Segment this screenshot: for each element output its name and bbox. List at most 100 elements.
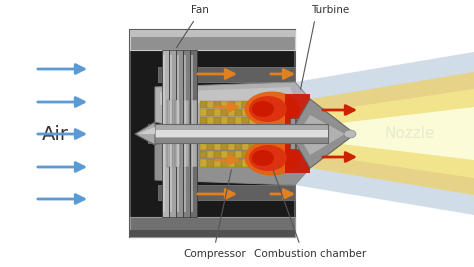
Bar (228, 117, 235, 125)
Bar (215, 142, 221, 150)
Bar (221, 151, 228, 158)
Bar (236, 100, 242, 108)
Bar (221, 159, 228, 167)
Bar (148, 138, 328, 143)
Bar (208, 100, 214, 108)
Bar (249, 159, 255, 167)
Text: Combustion chamber: Combustion chamber (254, 249, 366, 259)
Bar (201, 134, 207, 141)
Bar (256, 126, 263, 133)
Bar (221, 100, 228, 108)
Bar (183, 100, 189, 167)
Bar (249, 151, 255, 158)
Bar (215, 117, 221, 125)
Bar (221, 117, 228, 125)
Bar (208, 126, 214, 133)
Bar (215, 151, 221, 158)
Bar (170, 55, 172, 212)
Bar (221, 126, 228, 133)
Bar (201, 109, 207, 116)
Ellipse shape (252, 150, 274, 166)
Bar (228, 126, 235, 133)
Bar (130, 30, 295, 37)
Bar (285, 94, 310, 124)
Bar (249, 100, 255, 108)
Bar (236, 142, 242, 150)
Polygon shape (295, 52, 474, 215)
Text: Fan: Fan (191, 5, 209, 15)
Bar (215, 159, 221, 167)
Bar (256, 117, 263, 125)
Bar (228, 134, 235, 141)
Bar (249, 109, 255, 116)
Bar (228, 100, 235, 108)
Bar (130, 230, 295, 237)
Bar (236, 134, 242, 141)
Bar (236, 159, 242, 167)
Bar (201, 117, 207, 125)
Bar (243, 142, 249, 150)
Bar (249, 134, 255, 141)
Bar (221, 142, 228, 150)
Bar (228, 159, 235, 167)
Bar (243, 151, 249, 158)
Text: Air: Air (42, 124, 69, 143)
Bar (296, 118, 301, 149)
Bar (215, 100, 221, 108)
Bar (148, 124, 328, 143)
Polygon shape (158, 185, 295, 200)
Bar (175, 100, 180, 167)
Polygon shape (295, 99, 355, 168)
Bar (249, 126, 255, 133)
Bar (130, 30, 295, 237)
Ellipse shape (249, 96, 287, 122)
Bar (191, 55, 193, 212)
Bar (215, 126, 221, 133)
Bar (221, 134, 228, 141)
Bar (208, 151, 214, 158)
Text: Nozzle: Nozzle (385, 127, 435, 142)
Bar (256, 159, 263, 167)
Bar (176, 50, 183, 217)
Bar (169, 50, 176, 217)
Text: Turbine: Turbine (311, 5, 349, 15)
Bar (302, 118, 307, 149)
Bar (236, 117, 242, 125)
Polygon shape (137, 127, 155, 134)
Bar (228, 151, 235, 158)
Bar (167, 100, 172, 167)
Polygon shape (318, 89, 474, 178)
Bar (215, 134, 221, 141)
Bar (201, 151, 207, 158)
Polygon shape (135, 122, 155, 145)
Polygon shape (158, 67, 295, 82)
Bar (249, 142, 255, 150)
Bar (243, 126, 249, 133)
Bar (201, 142, 207, 150)
Bar (243, 159, 249, 167)
Bar (208, 134, 214, 141)
Bar (256, 151, 263, 158)
Bar (256, 109, 263, 116)
Bar (243, 134, 249, 141)
Bar (221, 109, 228, 116)
Polygon shape (155, 134, 310, 185)
Polygon shape (160, 87, 295, 105)
Ellipse shape (249, 145, 287, 171)
Bar (148, 130, 328, 137)
Bar (162, 50, 169, 217)
Bar (290, 118, 295, 149)
Bar (130, 30, 295, 50)
Bar (201, 126, 207, 133)
Ellipse shape (252, 101, 274, 117)
Polygon shape (310, 72, 474, 195)
Polygon shape (325, 107, 474, 160)
Bar (228, 109, 235, 116)
Text: Compressor: Compressor (183, 249, 246, 259)
Bar (208, 117, 214, 125)
Bar (208, 159, 214, 167)
Bar (163, 55, 165, 212)
Polygon shape (298, 115, 345, 155)
Bar (215, 109, 221, 116)
Bar (256, 142, 263, 150)
